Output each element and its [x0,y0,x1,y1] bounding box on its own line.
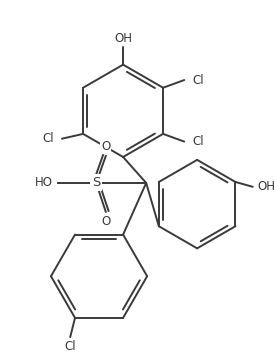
Text: O: O [101,140,110,153]
Text: OH: OH [114,32,132,45]
Text: Cl: Cl [64,340,76,353]
Text: Cl: Cl [43,132,54,145]
Text: S: S [92,176,100,189]
Text: HO: HO [35,176,53,189]
Text: Cl: Cl [192,74,204,86]
Text: OH: OH [257,180,274,193]
Text: Cl: Cl [192,135,204,148]
Text: O: O [101,215,110,228]
